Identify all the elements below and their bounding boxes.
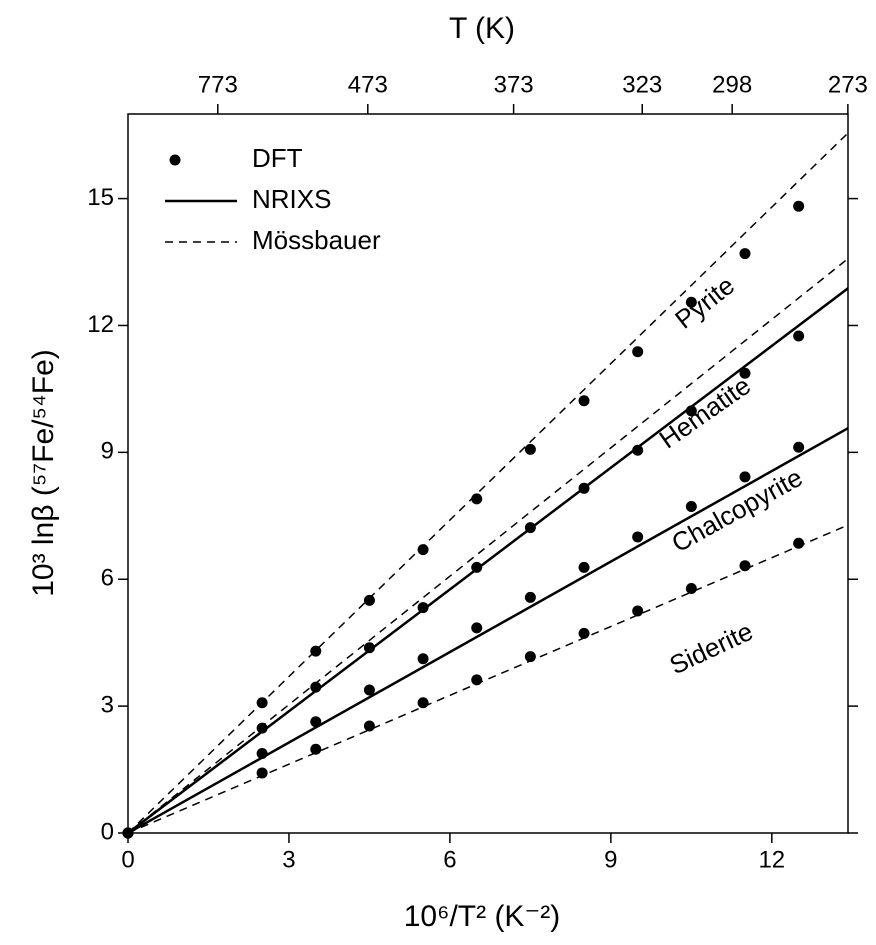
dft-point [256,767,268,779]
plot-frame [127,113,849,834]
dft-point [417,697,429,709]
top-tick-label: 373 [494,71,534,98]
dft-point [793,200,805,212]
dft-point [632,444,644,456]
dft-point [363,642,375,654]
solid-line [128,287,848,833]
curve-annotation: Pyrite [669,270,740,335]
dft-point [578,627,590,639]
dft-point [363,594,375,606]
y-tick-label: 15 [87,184,114,211]
dft-point [471,493,483,505]
dft-point [524,591,536,603]
x-axis-label: 10⁶/T² (K⁻²) [404,900,561,933]
top-tick-label: 773 [198,71,238,98]
x-tick-label: 6 [443,846,456,873]
dft-point [578,561,590,573]
solid-line [128,427,848,833]
dft-point [739,248,751,260]
legend-label: DFT [252,143,303,173]
y-tick-label: 12 [87,311,114,338]
dashed-line [128,258,848,833]
curve-annotation: Hematite [654,370,756,454]
dft-point [739,367,751,379]
y-tick-label: 3 [101,691,114,718]
dft-point [685,583,697,595]
y-axis-label: 10³ lnβ (⁵⁷Fe/⁵⁴Fe) [27,349,60,597]
dft-point [417,544,429,556]
top-tick-label: 273 [828,71,868,98]
dft-point [685,500,697,512]
dft-point [793,330,805,342]
y-tick-label: 6 [101,565,114,592]
dft-point [632,346,644,358]
dft-point [793,441,805,453]
x-tick-label: 9 [604,846,617,873]
dft-point [739,560,751,572]
dft-point [578,395,590,407]
legend-label: NRIXS [252,184,331,214]
dft-point [632,605,644,617]
dft-point [524,443,536,455]
dft-point [363,684,375,696]
curve-annotation: Siderite [665,616,758,680]
dft-point [685,296,697,308]
y-tick-label: 0 [101,818,114,845]
dft-point [417,653,429,665]
dft-point [793,537,805,549]
top-axis-label: T (K) [449,12,515,45]
dft-point [310,743,322,755]
x-tick-label: 3 [282,846,295,873]
top-tick-label: 298 [712,71,752,98]
y-tick-label: 9 [101,438,114,465]
top-tick-label: 323 [622,71,662,98]
dashed-line [128,132,848,833]
dashed-line [128,524,848,833]
top-tick-label: 473 [348,71,388,98]
legend-marker [169,154,181,166]
dft-point [471,622,483,634]
x-tick-label: 12 [758,846,785,873]
legend-label: Mössbauer [252,225,381,255]
dft-point [363,720,375,732]
dft-point [739,471,751,483]
dft-point [632,531,644,543]
x-tick-label: 0 [121,846,134,873]
